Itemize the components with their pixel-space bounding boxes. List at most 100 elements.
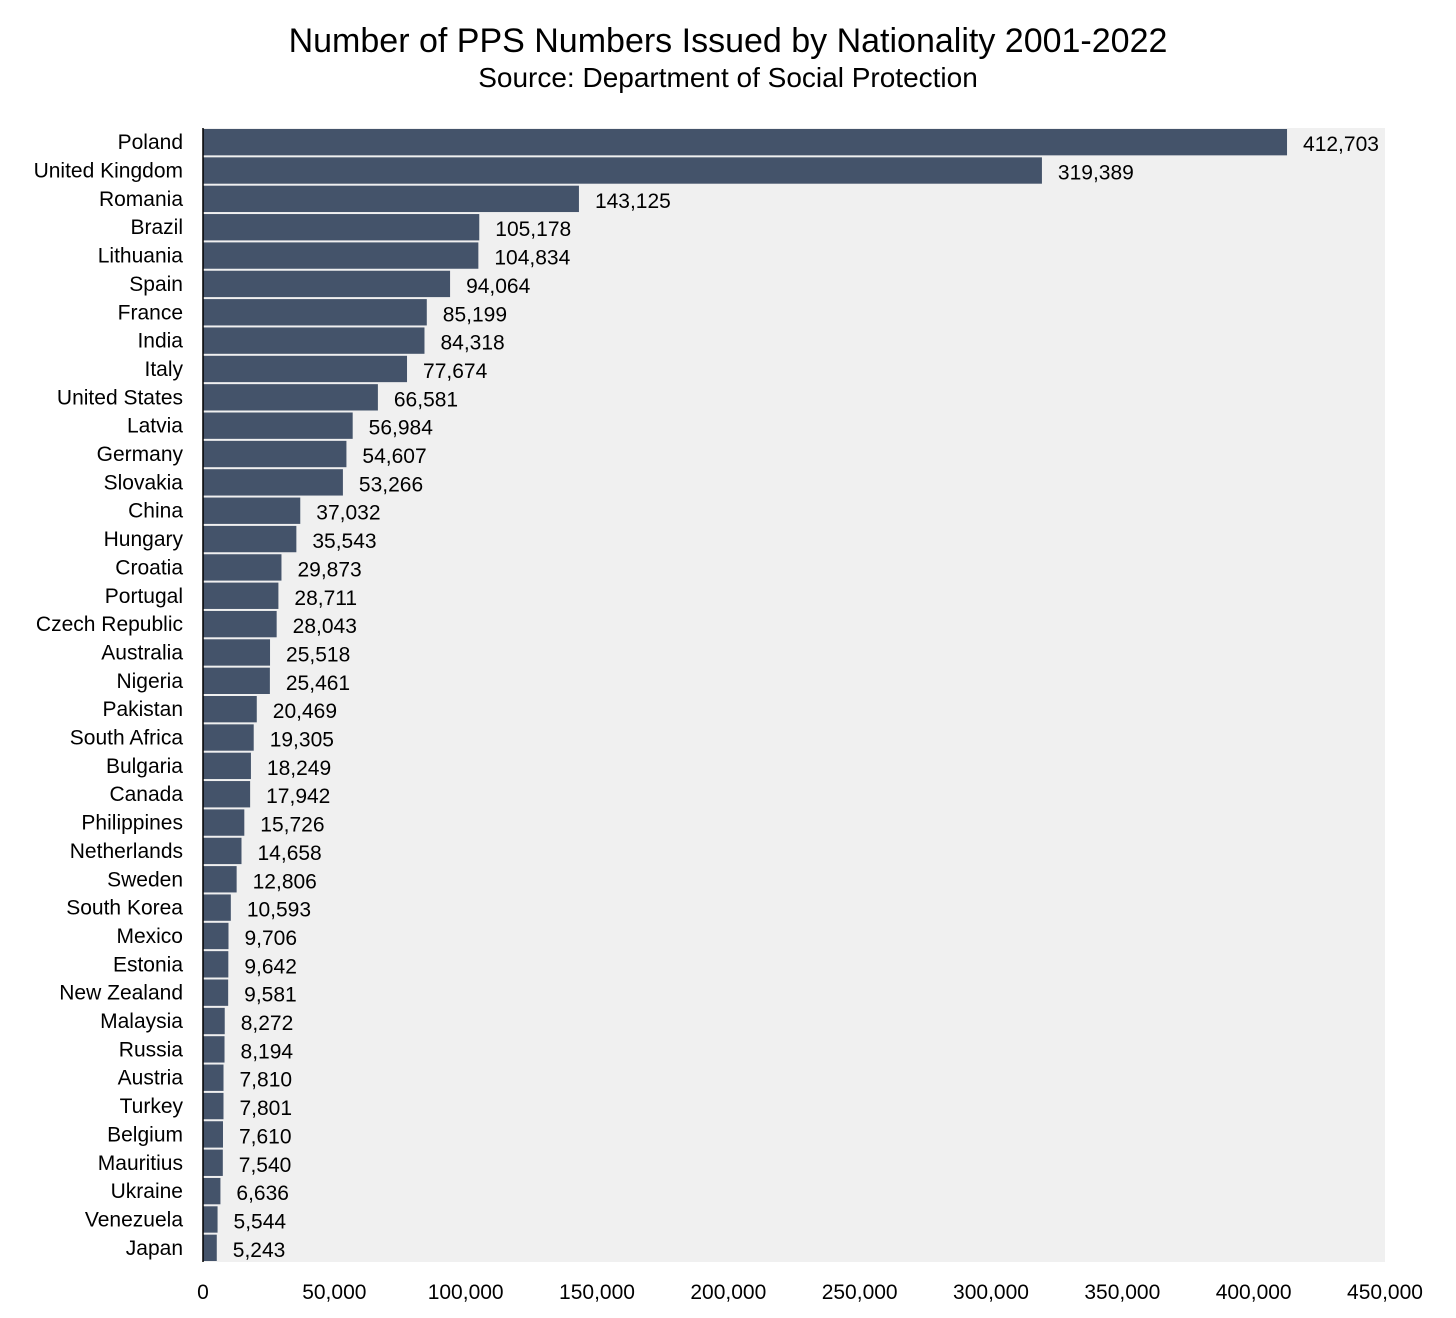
- x-tick-label: 0: [197, 1281, 209, 1304]
- category-label: Croatia: [115, 556, 183, 579]
- category-label: South Korea: [66, 897, 183, 920]
- x-tick-label: 250,000: [822, 1281, 898, 1304]
- x-tick-label: 100,000: [428, 1281, 504, 1304]
- x-tick-label: 50,000: [302, 1281, 366, 1304]
- category-label: Italy: [144, 358, 183, 381]
- value-label: 9,706: [244, 927, 297, 950]
- value-label: 12,806: [253, 870, 317, 893]
- category-label: United States: [57, 386, 183, 409]
- category-label: Japan: [126, 1237, 183, 1260]
- value-label: 53,266: [359, 473, 423, 496]
- category-label: United Kingdom: [34, 160, 183, 183]
- category-label: Poland: [118, 131, 183, 154]
- value-label: 54,607: [362, 445, 426, 468]
- bar: [203, 440, 347, 468]
- category-label: France: [118, 301, 183, 324]
- x-tick-label: 400,000: [1216, 1281, 1292, 1304]
- category-label: Spain: [129, 273, 183, 296]
- bar: [203, 1121, 223, 1148]
- bar: [203, 327, 425, 354]
- value-label: 19,305: [270, 729, 334, 752]
- category-label: Mauritius: [98, 1152, 183, 1175]
- value-label: 7,810: [240, 1069, 293, 1092]
- bar: [203, 1092, 224, 1120]
- bar: [203, 554, 282, 581]
- category-label: Estonia: [113, 953, 183, 976]
- category-label: Lithuania: [98, 245, 184, 268]
- value-label: 56,984: [369, 417, 434, 440]
- value-label: 37,032: [316, 502, 380, 525]
- bar: [203, 752, 251, 780]
- category-label: China: [128, 500, 183, 523]
- bar: [203, 951, 229, 978]
- value-label: 6,636: [236, 1182, 289, 1205]
- value-label: 85,199: [443, 303, 507, 326]
- value-label: 28,711: [294, 587, 357, 610]
- bar: [203, 1007, 225, 1035]
- category-label: Russia: [119, 1038, 184, 1061]
- bar: [203, 525, 297, 553]
- x-tick-labels-group: 0 50,000 100,000 150,000 200,000 250,000 300,0…: [197, 1281, 1423, 1304]
- bar: [203, 1234, 217, 1261]
- bar: [203, 1206, 218, 1233]
- category-label: Romania: [99, 188, 183, 211]
- value-label: 14,658: [258, 842, 322, 865]
- bar: [203, 469, 343, 496]
- x-tick-label: 350,000: [1084, 1281, 1160, 1304]
- bar: [203, 610, 277, 638]
- bar: [203, 242, 479, 269]
- bar: [203, 922, 229, 950]
- value-label: 29,873: [297, 558, 361, 581]
- category-label: Sweden: [107, 868, 183, 891]
- category-label: Czech Republic: [36, 613, 183, 636]
- category-label: New Zealand: [59, 982, 183, 1005]
- bar: [203, 1036, 225, 1063]
- category-label: Bulgaria: [106, 755, 183, 778]
- value-label: 9,581: [244, 984, 297, 1007]
- value-label: 94,064: [466, 275, 531, 298]
- value-label: 15,726: [260, 814, 324, 837]
- category-label: India: [137, 330, 183, 353]
- category-label: Malaysia: [100, 1010, 183, 1033]
- bar: [203, 582, 279, 609]
- bar: [203, 866, 237, 893]
- bar: [203, 809, 245, 836]
- value-label: 35,543: [312, 530, 376, 553]
- bar: [203, 781, 251, 808]
- value-label: 104,834: [494, 247, 570, 270]
- x-tick-label: 150,000: [559, 1281, 635, 1304]
- value-label: 77,674: [423, 360, 488, 383]
- value-label: 5,544: [234, 1210, 287, 1233]
- value-label: 105,178: [495, 218, 571, 241]
- value-label: 25,461: [286, 672, 350, 695]
- value-label: 8,272: [241, 1012, 294, 1035]
- category-labels-group: Poland United Kingdom Romania Brazil Lithuan…: [34, 131, 184, 1260]
- bar: [203, 1149, 223, 1176]
- bar: [203, 214, 480, 241]
- category-label: Germany: [97, 443, 184, 466]
- value-label: 10,593: [247, 899, 311, 922]
- bar: [203, 1177, 221, 1205]
- value-label: 17,942: [266, 785, 330, 808]
- plot-background: [203, 128, 1385, 1262]
- category-label: Australia: [101, 641, 183, 664]
- bar: [203, 837, 242, 865]
- category-label: Nigeria: [116, 670, 183, 693]
- value-label: 7,540: [239, 1154, 292, 1177]
- value-label: 7,610: [239, 1125, 292, 1148]
- bar: [203, 129, 1288, 156]
- value-label: 143,125: [595, 190, 671, 213]
- category-label: Venezuela: [85, 1208, 183, 1231]
- value-label: 18,249: [267, 757, 331, 780]
- category-label: Austria: [118, 1067, 184, 1090]
- bars-group: [203, 129, 1288, 1261]
- category-label: Slovakia: [104, 471, 184, 494]
- category-label: Latvia: [127, 415, 183, 438]
- x-tick-label: 450,000: [1347, 1281, 1423, 1304]
- chart-title: Number of PPS Numbers Issued by National…: [288, 22, 1168, 60]
- category-label: Hungary: [104, 528, 184, 551]
- bar: [203, 384, 378, 411]
- value-label: 319,389: [1058, 162, 1134, 185]
